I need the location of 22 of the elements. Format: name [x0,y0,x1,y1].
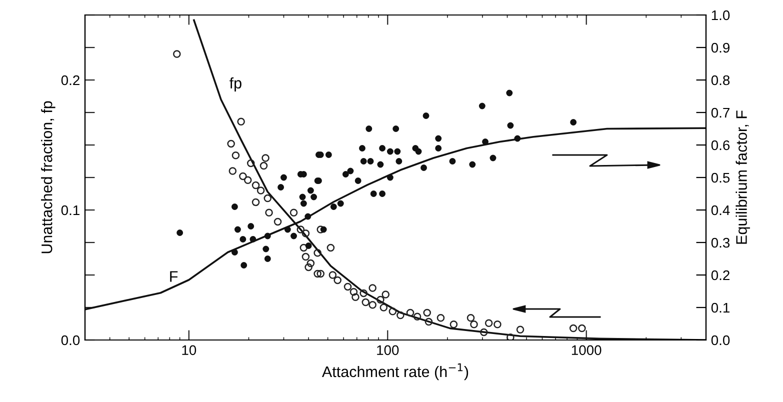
y-tick-label: 0.2 [61,75,80,86]
y2-tick-label: 0.9 [711,42,730,53]
y-tick-label: 0.0 [61,335,80,346]
y2-axis-title: Equilibrium factor, F [736,110,750,244]
y2-tick-label: 0.3 [711,238,730,248]
y2-tick-label: 0.2 [711,270,730,280]
series-label: F [170,271,178,282]
x-tick-label: 10 [182,345,196,356]
y2-tick-label: 0.1 [711,302,730,313]
y-axis-title: Unattached fraction, fp [41,101,56,254]
y-tick-label: 0.1 [61,205,80,216]
y2-tick-label: 0.0 [711,335,730,346]
y2-tick-label: 0.6 [711,140,730,150]
x-tick-label: 100 [377,345,399,356]
y2-tick-label: 1.0 [712,10,730,20]
y2-tick-label: 0.8 [711,75,730,86]
series-label: fp [230,77,242,92]
y2-tick-label: 0.5 [711,172,730,183]
x-tick-label: 1000 [572,345,602,356]
y2-tick-label: 0.4 [711,205,730,216]
y2-tick-label: 0.7 [711,108,730,118]
x-axis-title: Attachment rate (h$^{−1}$) [322,363,468,380]
